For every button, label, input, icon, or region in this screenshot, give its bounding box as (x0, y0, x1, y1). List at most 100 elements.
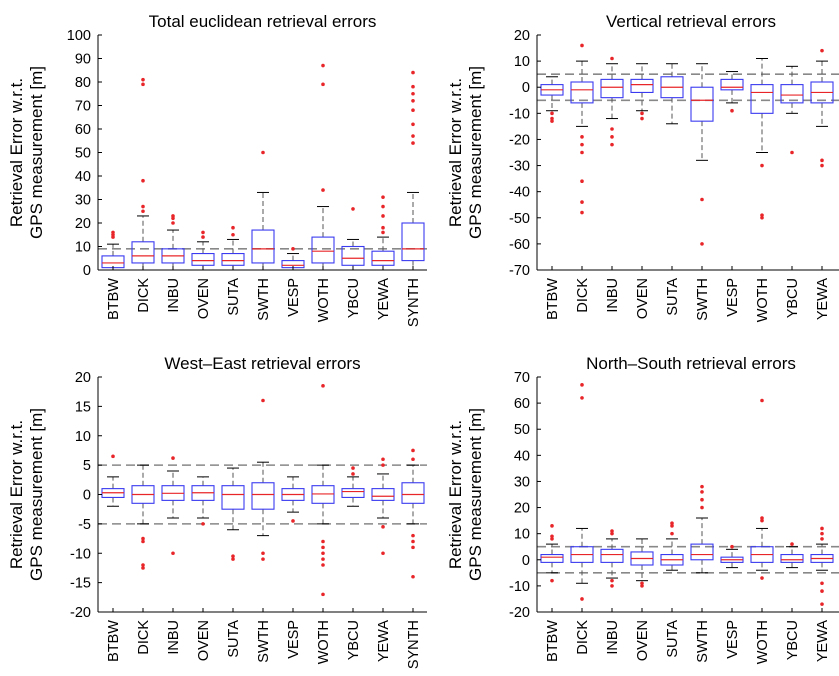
outlier-point (411, 91, 415, 96)
outlier-point (381, 230, 385, 235)
chart-panel-3: West–East retrieval errors Retrieval Erro… (7, 354, 427, 669)
outlier-point (640, 116, 644, 121)
plot-area (537, 43, 839, 246)
outlier-point (411, 141, 415, 145)
outlier-point (760, 576, 764, 580)
chart-title: North–South retrieval errors (586, 354, 796, 373)
box-dick (131, 464, 155, 570)
outlier-point (550, 534, 554, 539)
x-tick-label: YBCU (785, 278, 801, 318)
outlier-point (411, 574, 415, 579)
box-ybcu (341, 207, 365, 271)
y-tick-label: 10 (514, 54, 530, 70)
box-swth (251, 398, 275, 561)
y-tick-label: 20 (75, 216, 91, 232)
x-tick-label: OVEN (635, 278, 651, 319)
box-swth (690, 63, 714, 246)
iqr-box (371, 488, 395, 501)
y-tick-label: 15 (75, 399, 91, 415)
plot-area (537, 383, 839, 606)
outlier-point (411, 545, 415, 550)
outlier-point (321, 563, 325, 567)
iqr-box (311, 236, 335, 264)
iqr-box (690, 543, 714, 561)
outlier-point (700, 484, 704, 489)
iqr-box (371, 250, 395, 266)
box-woth (311, 63, 335, 271)
iqr-box (191, 253, 215, 266)
outlier-point (351, 466, 355, 470)
y-tick-label: 100 (67, 28, 91, 44)
plot-area (98, 63, 427, 271)
x-tick-label: SUTA (665, 620, 681, 658)
outlier-point (580, 597, 584, 601)
box-dick (570, 383, 594, 601)
box-synth (401, 448, 425, 579)
outlier-point (141, 204, 145, 209)
outlier-point (730, 108, 734, 113)
x-tick-label: VESP (286, 278, 302, 317)
outlier-point (820, 158, 824, 163)
iqr-box (600, 548, 624, 563)
y-tick-label: -20 (70, 605, 91, 621)
y-axis-label-line1: Retrieval Error w.r.t. (446, 420, 465, 569)
outlier-point (321, 557, 325, 561)
outlier-point (760, 516, 764, 520)
outlier-point (201, 522, 205, 526)
outlier-point (670, 521, 674, 526)
outlier-point (321, 592, 325, 597)
outlier-point (411, 70, 415, 75)
outlier-point (291, 247, 295, 251)
outlier-point (580, 383, 584, 387)
outlier-point (381, 525, 385, 529)
outlier-point (580, 179, 584, 184)
y-tick-label: -20 (509, 132, 530, 148)
outlier-point (261, 398, 265, 403)
outlier-point (580, 210, 584, 215)
box-suta (221, 225, 245, 271)
box-ybcu (780, 542, 804, 569)
outlier-point (111, 454, 115, 459)
outlier-point (580, 150, 584, 155)
y-tick-label: 0 (83, 488, 91, 504)
outlier-point (580, 142, 584, 147)
y-tick-label: -50 (509, 211, 530, 227)
box-vesp (281, 476, 305, 523)
y-tick-label: -10 (509, 579, 530, 595)
outlier-point (580, 135, 584, 139)
outlier-point (381, 463, 385, 467)
outlier-point (411, 84, 415, 89)
box-oven (630, 63, 654, 121)
y-tick-label: 60 (514, 396, 530, 412)
outlier-point (231, 232, 235, 237)
outlier-point (381, 457, 385, 462)
outlier-point (700, 490, 704, 494)
outlier-point (381, 214, 385, 218)
y-tick-label: 80 (75, 75, 91, 91)
y-axis-label-line1: Retrieval Error w.r.t. (7, 78, 26, 227)
y-tick-label: 0 (522, 553, 530, 569)
x-tick-label: INBU (166, 278, 182, 313)
box-synth (401, 70, 425, 271)
y-tick-label: 60 (75, 122, 91, 138)
outlier-point (261, 551, 265, 556)
box-oven (191, 476, 215, 526)
box-inbu (600, 529, 624, 588)
outlier-point (411, 539, 415, 544)
outlier-point (550, 111, 554, 116)
box-inbu (161, 456, 185, 556)
y-tick-label: 70 (514, 370, 530, 386)
outlier-point (171, 456, 175, 460)
box-oven (630, 538, 654, 588)
outlier-point (610, 135, 614, 139)
outlier-point (231, 554, 235, 558)
outlier-point (141, 536, 145, 541)
outlier-point (580, 396, 584, 400)
y-tick-label: 0 (83, 263, 91, 279)
box-woth (750, 398, 774, 580)
iqr-box (600, 78, 624, 99)
outlier-point (141, 563, 145, 567)
x-tick-label: DICK (136, 620, 152, 655)
outlier-point (141, 539, 145, 544)
iqr-box (221, 485, 245, 510)
